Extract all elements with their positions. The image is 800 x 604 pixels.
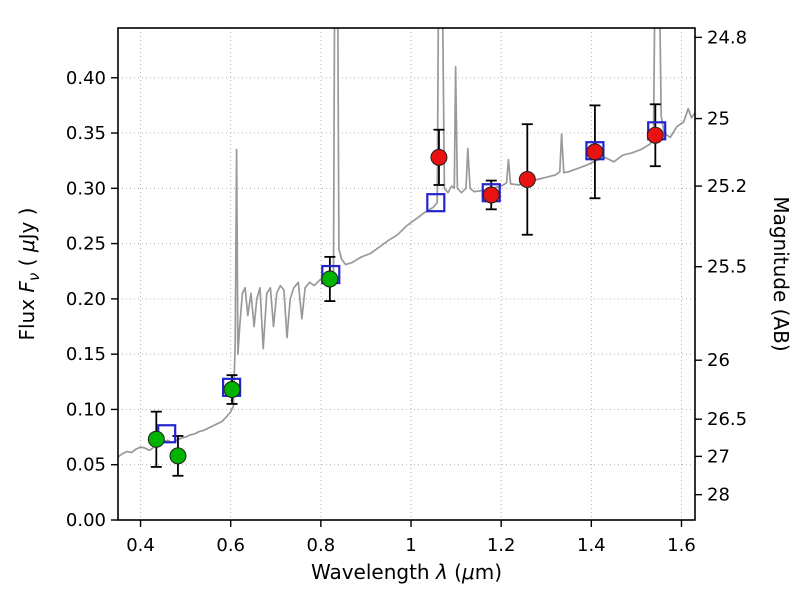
x-tick-label: 1	[405, 535, 416, 556]
y-tick-label-flux: 0.40	[66, 68, 106, 89]
x-tick-label: 0.4	[126, 535, 155, 556]
y-tick-label-magnitude: 25.2	[707, 176, 747, 197]
x-tick-label: 0.8	[307, 535, 336, 556]
x-tick-label: 1.4	[577, 535, 606, 556]
green-circle-marker	[321, 270, 339, 288]
green-circle-marker	[223, 381, 241, 399]
observed-photometry-circles	[147, 126, 664, 465]
tick-marks	[111, 36, 702, 527]
red-circle-marker	[646, 126, 664, 144]
y-tick-label-magnitude: 25	[707, 109, 730, 130]
y-tick-label-flux: 0.20	[66, 289, 106, 310]
green-circle-marker	[169, 447, 187, 465]
plot-frame	[117, 27, 696, 521]
red-circle-marker	[518, 170, 536, 188]
y-tick-label-magnitude: 26.5	[707, 409, 747, 430]
red-circle-marker	[482, 186, 500, 204]
x-axis-label: Wavelength λ (μm)	[311, 560, 502, 584]
red-circle-marker	[430, 148, 448, 166]
green-circle-marker	[147, 430, 165, 448]
red-circle-marker	[586, 143, 604, 161]
y-tick-label-magnitude: 24.8	[707, 27, 747, 48]
y-tick-label-magnitude: 25.5	[707, 257, 747, 278]
y-tick-label-flux: 0.25	[66, 234, 106, 255]
model-spectrum-line	[118, 28, 695, 458]
y-tick-label-flux: 0.10	[66, 399, 106, 420]
grid-lines	[118, 28, 695, 520]
x-tick-label: 0.6	[216, 535, 245, 556]
x-tick-label: 1.6	[667, 535, 696, 556]
x-tick-label: 1.2	[487, 535, 516, 556]
y-tick-label-flux: 0.15	[66, 344, 106, 365]
y-tick-label-flux: 0.30	[66, 178, 106, 199]
y-axis-label-magnitude: Magnitude (AB)	[769, 196, 793, 351]
y-tick-label-flux: 0.00	[66, 510, 106, 531]
tick-labels: 0.4 0.6 0.8 1 1.2 1.4 1.6 0.00 0.05 0.10 0.15 0.20 0…	[66, 27, 747, 556]
y-tick-label-magnitude: 26	[707, 350, 730, 371]
y-axis-label-flux: Flux Fν ( μJy )	[15, 207, 43, 340]
y-tick-label-magnitude: 28	[707, 485, 730, 506]
y-tick-label-flux: 0.35	[66, 123, 106, 144]
y-tick-label-flux: 0.05	[66, 455, 106, 476]
y-tick-label-magnitude: 27	[707, 446, 730, 467]
blue-square-marker	[426, 193, 446, 213]
